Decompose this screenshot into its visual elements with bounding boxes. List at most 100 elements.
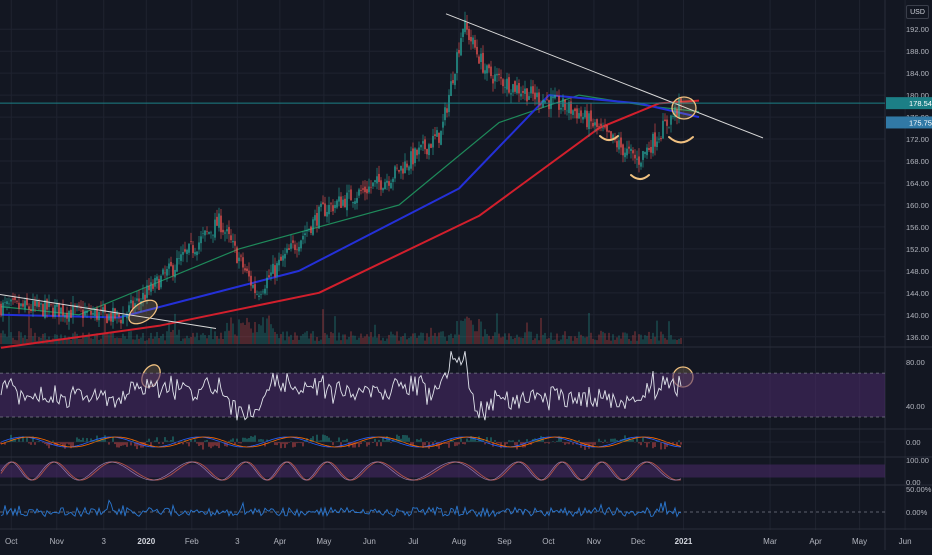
candle-body bbox=[552, 97, 553, 99]
volume-bar bbox=[10, 332, 11, 344]
time-tick-label: Dec bbox=[631, 537, 645, 546]
volume-bar bbox=[656, 321, 657, 344]
cmf-tick-label: 50.00% bbox=[906, 485, 932, 494]
volume-bar bbox=[428, 337, 429, 344]
candle-body bbox=[344, 199, 345, 207]
candle-body bbox=[0, 304, 1, 316]
macd-histogram-bar bbox=[352, 442, 353, 448]
volume-bar bbox=[162, 334, 163, 344]
price-tick-label: 136.00 bbox=[906, 333, 929, 342]
volume-bar bbox=[128, 331, 129, 344]
candle-body bbox=[92, 313, 93, 315]
macd-histogram-bar bbox=[258, 439, 259, 442]
volume-bar bbox=[112, 332, 113, 344]
volume-bar bbox=[4, 334, 5, 344]
volume-bar bbox=[190, 337, 191, 344]
time-tick-label: Sep bbox=[497, 537, 512, 546]
volume-bar bbox=[438, 333, 439, 344]
volume-bar bbox=[158, 338, 159, 344]
candle-body bbox=[14, 297, 15, 300]
volume-bar bbox=[30, 328, 31, 344]
volume-bar bbox=[194, 337, 195, 344]
volume-bar bbox=[524, 332, 525, 344]
macd-histogram-bar bbox=[540, 436, 541, 442]
volume-bar bbox=[82, 333, 83, 344]
macd-histogram-bar bbox=[262, 439, 263, 442]
volume-bar bbox=[660, 332, 661, 344]
macd-histogram-bar bbox=[208, 442, 209, 447]
candle-body bbox=[622, 144, 623, 155]
candle-body bbox=[236, 247, 237, 263]
candle-body bbox=[348, 191, 349, 192]
volume-bar bbox=[344, 334, 345, 344]
volume-bar bbox=[140, 338, 141, 344]
candle-body bbox=[350, 189, 351, 200]
candle-body bbox=[226, 229, 227, 231]
candle-body bbox=[112, 308, 113, 322]
candle-body bbox=[630, 149, 631, 151]
candle-body bbox=[16, 301, 17, 302]
candle-body bbox=[68, 311, 69, 322]
volume-bar bbox=[102, 333, 103, 344]
price-tick-label: 148.00 bbox=[906, 267, 929, 276]
candle-body bbox=[106, 314, 107, 323]
candle-body bbox=[86, 311, 87, 313]
volume-bar bbox=[450, 334, 451, 344]
annotation-layer bbox=[125, 97, 696, 390]
candle-body bbox=[510, 93, 511, 94]
volume-bar bbox=[418, 336, 419, 344]
volume-bar bbox=[148, 338, 149, 344]
macd-histogram-bar bbox=[448, 442, 449, 448]
macd-histogram-bar bbox=[202, 442, 203, 450]
candle-body bbox=[438, 133, 439, 143]
volume-bar bbox=[286, 331, 287, 344]
candle-body bbox=[154, 278, 155, 287]
macd-histogram-bar bbox=[200, 442, 201, 445]
macd-histogram-bar bbox=[68, 442, 69, 445]
volume-bar bbox=[156, 332, 157, 344]
volume-bar bbox=[412, 333, 413, 344]
candle-body bbox=[458, 50, 459, 53]
macd-histogram-bar bbox=[680, 442, 681, 445]
macd-histogram-bar bbox=[346, 439, 347, 442]
candle-body bbox=[338, 196, 339, 201]
macd-histogram-bar bbox=[294, 442, 295, 447]
volume-bar bbox=[436, 336, 437, 344]
macd-histogram-bar bbox=[374, 439, 375, 442]
candle-body bbox=[234, 241, 235, 246]
macd-histogram-bar bbox=[218, 442, 219, 448]
candle-body bbox=[272, 264, 273, 274]
volume-bar bbox=[508, 333, 509, 344]
volume-bar bbox=[168, 322, 169, 344]
candle-body bbox=[94, 310, 95, 316]
candle-body bbox=[500, 77, 501, 78]
volume-bar bbox=[658, 341, 659, 344]
macd-histogram-bar bbox=[416, 439, 417, 442]
volume-bar bbox=[578, 332, 579, 344]
volume-bar bbox=[582, 336, 583, 344]
macd-histogram-bar bbox=[522, 442, 523, 447]
volume-bar bbox=[134, 340, 135, 344]
candle-body bbox=[164, 273, 165, 274]
candle-body bbox=[116, 312, 117, 316]
currency-badge[interactable]: USD bbox=[906, 5, 929, 19]
macd-histogram-bar bbox=[368, 442, 369, 445]
price-tick-label: 156.00 bbox=[906, 223, 929, 232]
volume-bar bbox=[478, 319, 479, 344]
volume-bar bbox=[632, 335, 633, 344]
price-tick-label: 152.00 bbox=[906, 245, 929, 254]
price-tick-label: 184.00 bbox=[906, 69, 929, 78]
volume-bar bbox=[518, 337, 519, 344]
volume-bar bbox=[514, 338, 515, 344]
macd-histogram-bar bbox=[248, 438, 249, 442]
volume-bar bbox=[512, 339, 513, 344]
volume-bar bbox=[640, 335, 641, 344]
volume-bar bbox=[164, 340, 165, 344]
volume-bar bbox=[466, 317, 467, 344]
candle-body bbox=[300, 240, 301, 248]
candle-body bbox=[18, 303, 19, 309]
volume-bar bbox=[680, 338, 681, 344]
candle-body bbox=[62, 305, 63, 316]
